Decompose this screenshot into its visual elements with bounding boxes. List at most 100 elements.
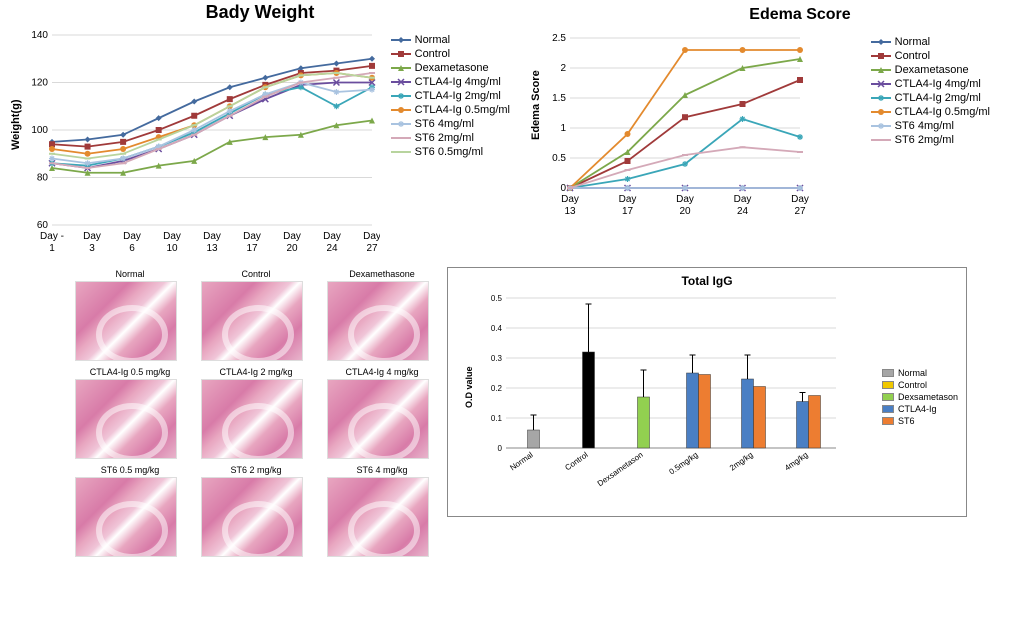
legend-item: ST6 2mg/ml: [871, 134, 990, 146]
histology-image: [75, 281, 177, 361]
edema-legend: NormalControlDexametasoneCTLA4-Ig 4mg/ml…: [871, 36, 990, 148]
legend-swatch: [871, 41, 891, 43]
svg-text:Day: Day: [323, 231, 341, 242]
legend-swatch: [391, 123, 411, 125]
histology-image: [201, 477, 303, 557]
svg-text:0.4: 0.4: [491, 324, 503, 333]
legend-swatch: [391, 81, 411, 83]
bottom-row: NormalControlDexamethasoneCTLA4-Ig 0.5 m…: [0, 257, 1029, 557]
legend-swatch: [871, 111, 891, 113]
legend-label: Dexametasone: [415, 62, 489, 74]
svg-text:20: 20: [679, 206, 691, 217]
legend-label: Control: [415, 48, 450, 60]
weight-chart: Bady Weight Weight(g) 6080100120140Day -…: [0, 0, 520, 257]
legend-item: CTLA4-Ig: [882, 404, 958, 414]
svg-text:27: 27: [794, 206, 806, 217]
legend-swatch: [871, 83, 891, 85]
legend-label: Dexametasone: [895, 64, 969, 76]
histology-cell: ST6 2 mg/kg: [201, 465, 311, 557]
legend-item: CTLA4-Ig 2mg/ml: [391, 90, 510, 102]
svg-text:Day: Day: [676, 194, 694, 205]
histology-image: [201, 379, 303, 459]
svg-text:Day: Day: [163, 231, 181, 242]
histology-cell: Control: [201, 269, 311, 361]
svg-text:120: 120: [31, 78, 48, 89]
legend-swatch: [882, 405, 894, 413]
legend-label: ST6 2mg/ml: [415, 132, 474, 144]
legend-label: Normal: [898, 368, 927, 378]
histology-label: ST6 0.5 mg/kg: [75, 465, 185, 475]
weight-ylabel: Weight(g): [10, 99, 22, 150]
legend-item: ST6 4mg/ml: [391, 118, 510, 130]
svg-text:Day -: Day -: [40, 231, 64, 242]
svg-text:4mg/kg: 4mg/kg: [783, 450, 810, 472]
svg-text:0.3: 0.3: [491, 354, 503, 363]
histology-label: Dexamethasone: [327, 269, 437, 279]
legend-swatch: [391, 39, 411, 41]
svg-text:10: 10: [166, 243, 178, 254]
legend-swatch: [391, 67, 411, 69]
legend-swatch: [391, 151, 411, 153]
legend-swatch: [391, 109, 411, 111]
svg-text:Day: Day: [243, 231, 261, 242]
legend-item: Control: [391, 48, 510, 60]
histology-image: [327, 379, 429, 459]
legend-swatch: [391, 53, 411, 55]
svg-text:Day: Day: [283, 231, 301, 242]
svg-text:Day: Day: [561, 194, 579, 205]
legend-label: Control: [898, 380, 927, 390]
igg-legend: NormalControlDexsametasonCTLA4-IgST6: [882, 368, 958, 428]
svg-text:2.5: 2.5: [552, 33, 566, 44]
histology-label: ST6 2 mg/kg: [201, 465, 311, 475]
histology-cell: Normal: [75, 269, 185, 361]
legend-swatch: [871, 139, 891, 141]
svg-text:0.1: 0.1: [491, 414, 503, 423]
edema-chart-svg: 00.511.522.5Day13Day17Day20Day24Day27: [538, 30, 818, 230]
weight-chart-svg: 6080100120140Day -1Day3Day6Day10Day13Day…: [20, 27, 380, 257]
legend-item: Dexametasone: [871, 64, 990, 76]
histology-cell: ST6 4 mg/kg: [327, 465, 437, 557]
legend-item: Normal: [882, 368, 958, 378]
legend-label: Dexsametason: [898, 392, 958, 402]
legend-swatch: [882, 417, 894, 425]
legend-label: ST6 0.5mg/ml: [415, 146, 483, 158]
legend-swatch: [882, 381, 894, 389]
legend-label: Normal: [415, 34, 450, 46]
top-row: Bady Weight Weight(g) 6080100120140Day -…: [0, 0, 1029, 257]
histology-image: [75, 477, 177, 557]
svg-text:Control: Control: [563, 450, 589, 472]
svg-text:80: 80: [37, 173, 49, 184]
legend-label: CTLA4-Ig 2mg/ml: [415, 90, 501, 102]
legend-swatch: [882, 369, 894, 377]
svg-text:17: 17: [246, 243, 258, 254]
svg-text:Day: Day: [203, 231, 221, 242]
svg-text:24: 24: [737, 206, 749, 217]
svg-text:0.5mg/kg: 0.5mg/kg: [668, 450, 700, 476]
svg-text:Dexsametason: Dexsametason: [596, 450, 645, 488]
legend-label: ST6 2mg/ml: [895, 134, 954, 146]
legend-label: CTLA4-Ig 4mg/ml: [415, 76, 501, 88]
legend-item: CTLA4-Ig 4mg/ml: [391, 76, 510, 88]
legend-item: CTLA4-Ig 4mg/ml: [871, 78, 990, 90]
svg-text:100: 100: [31, 125, 48, 136]
legend-item: CTLA4-Ig 0.5mg/ml: [871, 106, 990, 118]
svg-text:17: 17: [622, 206, 634, 217]
legend-label: ST6 4mg/ml: [895, 120, 954, 132]
legend-swatch: [871, 97, 891, 99]
legend-item: Control: [882, 380, 958, 390]
svg-text:20: 20: [286, 243, 298, 254]
legend-item: Normal: [871, 36, 990, 48]
histology-image: [327, 281, 429, 361]
legend-label: CTLA4-Ig 0.5mg/ml: [415, 104, 510, 116]
histology-cell: CTLA4-Ig 0.5 mg/kg: [75, 367, 185, 459]
svg-text:60: 60: [37, 220, 49, 231]
svg-text:6: 6: [129, 243, 135, 254]
histology-image: [201, 281, 303, 361]
svg-text:1: 1: [49, 243, 55, 254]
edema-chart: Edema Score Edema Score 00.511.522.5Day1…: [520, 0, 1020, 257]
svg-text:0.5: 0.5: [491, 294, 503, 303]
legend-label: CTLA4-Ig: [898, 404, 937, 414]
legend-item: CTLA4-Ig 2mg/ml: [871, 92, 990, 104]
histology-label: CTLA4-Ig 0.5 mg/kg: [75, 367, 185, 377]
svg-text:13: 13: [564, 206, 576, 217]
